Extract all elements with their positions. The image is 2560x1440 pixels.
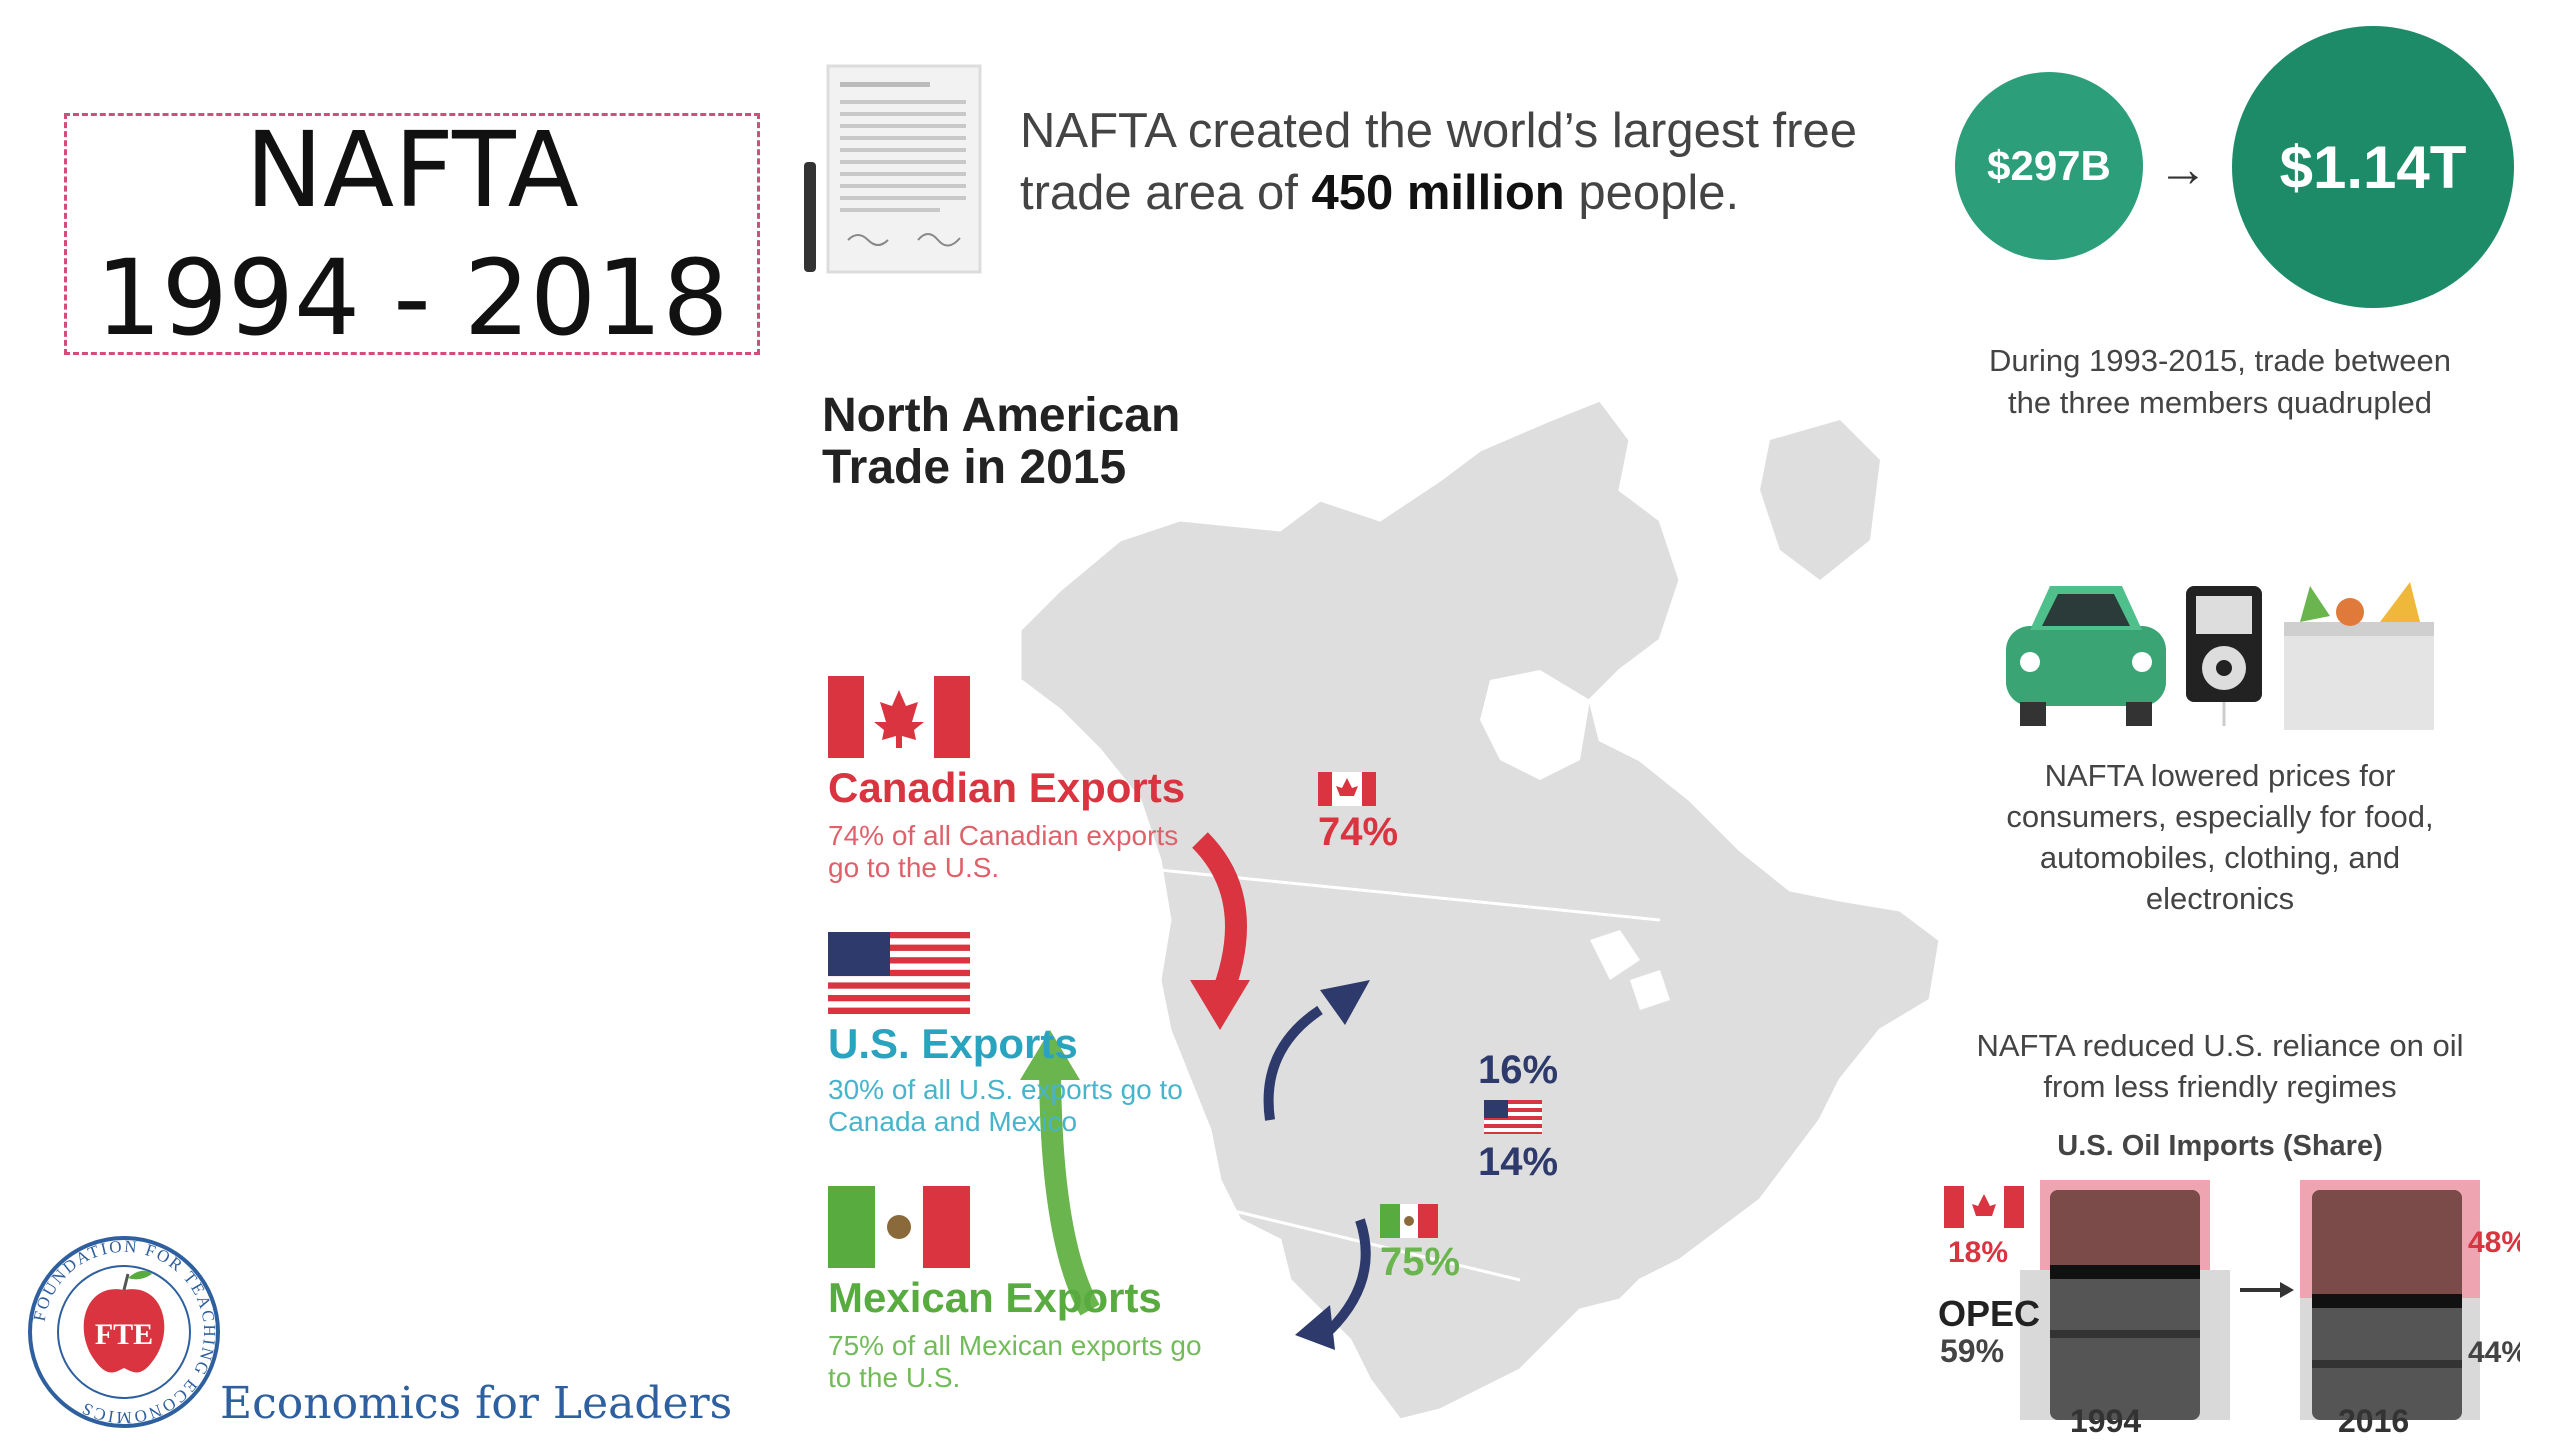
- headline-text-end: people.: [1564, 166, 1740, 220]
- year-2016-label: 2016: [2338, 1403, 2409, 1439]
- mexico-flag-icon: [828, 1186, 970, 1268]
- mexican-exports-desc: 75% of all Mexican exports go to the U.S…: [828, 1330, 1202, 1393]
- headline-bold: 450 million: [1311, 166, 1565, 220]
- canadian-exports-title: Canadian Exports: [828, 764, 1186, 811]
- arrow-right-icon: →: [2158, 141, 2208, 197]
- logo-initials: FTE: [95, 1318, 153, 1351]
- mexico-to-us-pct: 75%: [1380, 1240, 1461, 1284]
- logo-tagline: Economics for Leaders: [220, 1378, 733, 1429]
- mexico-flag-icon: [1380, 1204, 1438, 1238]
- slide-years: 1994 - 2018: [95, 237, 729, 359]
- music-player-icon: [2186, 586, 2262, 726]
- us-exports-title: U.S. Exports: [828, 1020, 1078, 1067]
- canada-share-1994: 18%: [1948, 1236, 2008, 1269]
- canada-flag-icon: [828, 676, 970, 758]
- canada-share-2016: 48%: [2468, 1226, 2520, 1259]
- car-icon: [2006, 586, 2166, 726]
- opec-share-1994: 59%: [1940, 1333, 2004, 1369]
- us-to-mexico-pct: 14%: [1478, 1140, 1559, 1184]
- trade-growth-note: During 1993-2015, trade between the thre…: [1989, 343, 2451, 420]
- slide-title: NAFTA: [245, 109, 579, 231]
- trade-1993-circle: $297B: [1955, 72, 2143, 260]
- map-title: North American Trade in 2015: [822, 390, 1180, 494]
- north-america-map: [1018, 398, 1942, 1422]
- headline: NAFTA created the world’s largest free t…: [1020, 100, 1920, 224]
- year-1994-label: 1994: [2070, 1403, 2141, 1439]
- oil-reliance-note: NAFTA reduced U.S. reliance on oil from …: [1976, 1028, 2464, 1104]
- headline-text: NAFTA created the world’s largest free t…: [1020, 104, 1857, 220]
- us-exports-desc: 30% of all U.S. exports go to Canada and…: [828, 1074, 1183, 1137]
- mexican-exports-title: Mexican Exports: [828, 1274, 1162, 1321]
- opec-share-2016: 44%: [2468, 1336, 2520, 1369]
- document-icon: [804, 64, 982, 274]
- oil-chart-title: U.S. Oil Imports (Share): [2057, 1130, 2383, 1162]
- slide-title-box: NAFTA 1994 - 2018: [64, 109, 760, 359]
- canada-to-us-pct: 74%: [1318, 810, 1399, 854]
- lower-prices-note: NAFTA lowered prices for consumers, espe…: [2006, 758, 2434, 916]
- us-to-canada-pct: 16%: [1478, 1048, 1559, 1092]
- fte-logo: FOUNDATION FOR TEACHING ECONOMICS FTE: [28, 1236, 220, 1428]
- oil-imports-chart: 18% OPEC 59% 48% 44% 1994 2016: [1938, 1180, 2520, 1439]
- us-flag-icon: [828, 932, 970, 1014]
- map-title-line2: Trade in 2015: [822, 441, 1127, 494]
- trade-2015-circle: $1.14T: [2232, 26, 2514, 308]
- us-flag-icon: [1484, 1100, 1542, 1134]
- canada-flag-icon: [1318, 772, 1376, 806]
- opec-label: OPEC: [1938, 1293, 2040, 1334]
- canadian-exports-desc: 74% of all Canadian exports go to the U.…: [828, 820, 1179, 883]
- grocery-bag-icon: [2284, 582, 2434, 730]
- map-title-line1: North American: [822, 389, 1181, 442]
- consumer-products-illustration: [2006, 582, 2434, 730]
